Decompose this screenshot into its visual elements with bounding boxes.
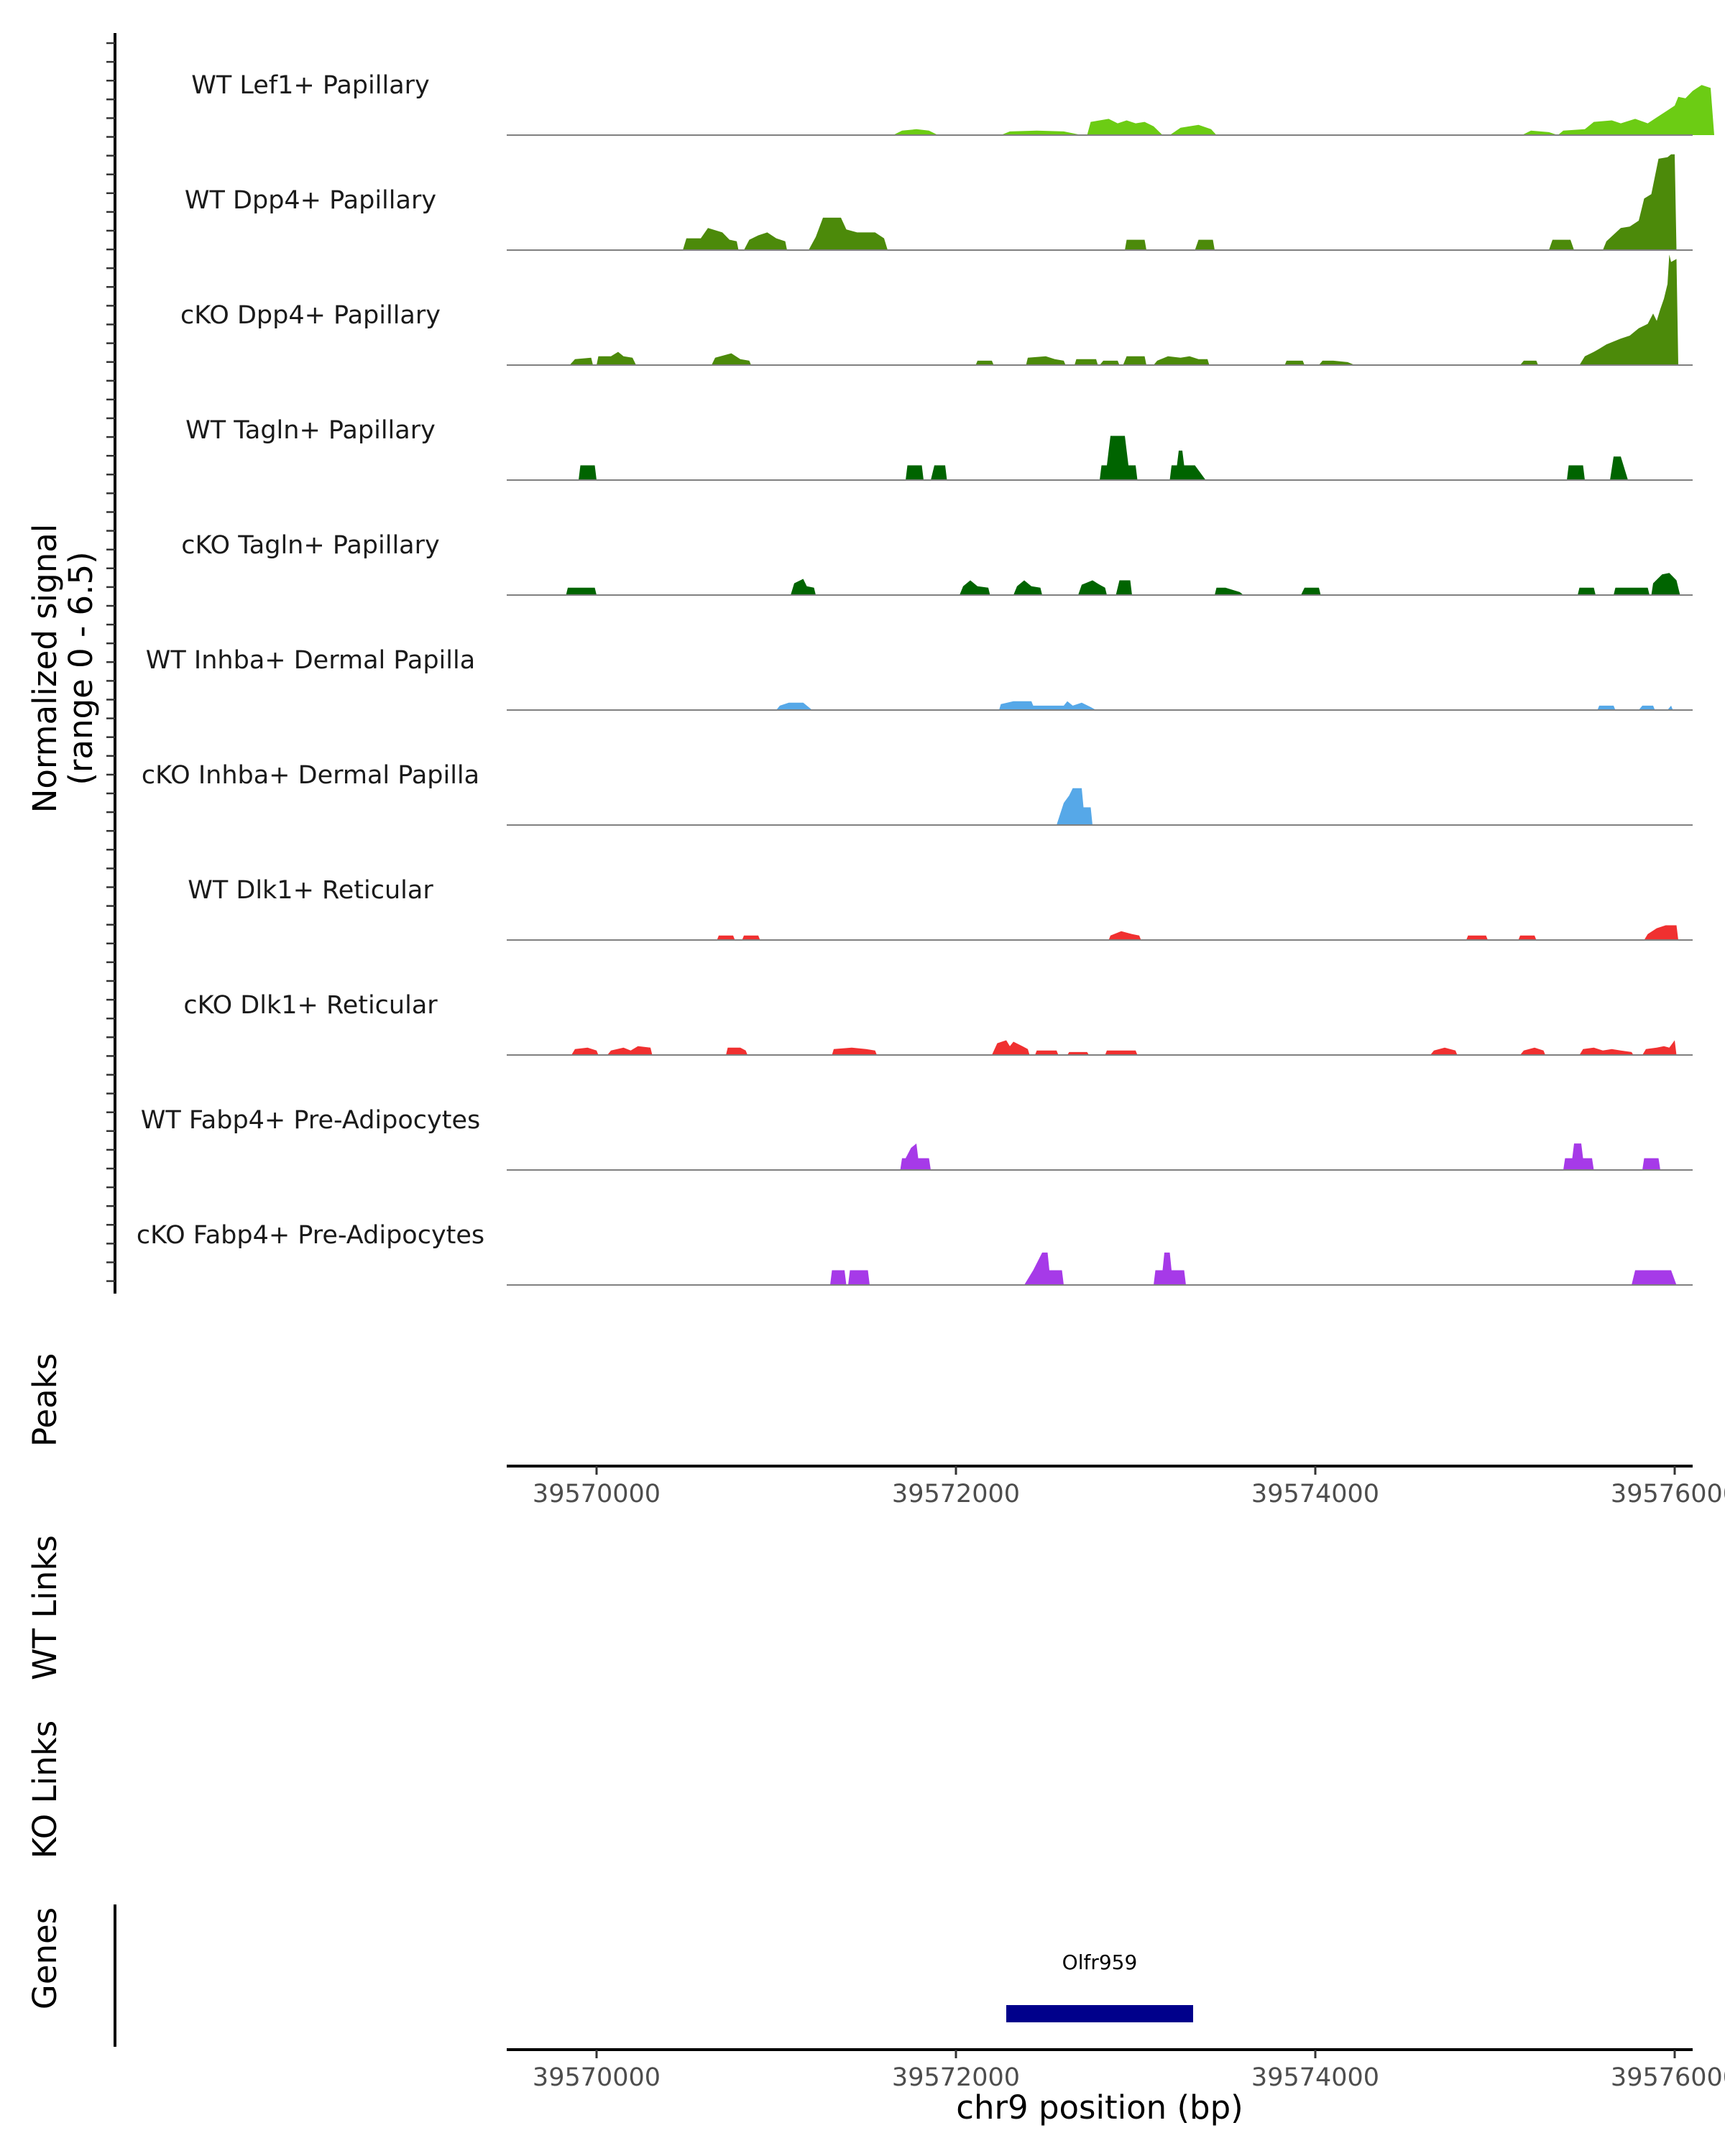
coverage-track: WT Dpp4+ Papillary	[185, 154, 1693, 251]
genes-x-axis: 39570000 39572000 39574000 39576000	[533, 2050, 1725, 2092]
coverage-area	[507, 154, 1677, 250]
coverage-track: WT Inhba+ Dermal Papilla	[146, 646, 1693, 711]
peaks-panel-title: Peaks	[26, 1353, 64, 1447]
x-tick-label: 39576000	[1611, 2063, 1725, 2092]
x-tick-label: 39574000	[1251, 1480, 1379, 1508]
y-axis-title: Normalized signal	[26, 524, 64, 814]
coverage-area	[507, 1143, 1660, 1170]
coverage-y-axis-ticks	[106, 42, 115, 1282]
coverage-area	[507, 573, 1680, 595]
coverage-track: cKO Fabp4+ Pre-Adipocytes	[137, 1221, 1693, 1286]
coverage-track: WT Tagln+ Papillary	[185, 416, 1693, 481]
coverage-panel: WT Lef1+ Papillary WT Dpp4+ Papillary cKO …	[106, 33, 1714, 1294]
coverage-track: cKO Tagln+ Papillary	[181, 531, 1693, 596]
y-axis-range: (range 0 - 6.5)	[62, 551, 100, 785]
ko-links-panel-title: KO Links	[26, 1720, 64, 1858]
genes-track: Olfr959	[1006, 1950, 1193, 2022]
track-label: WT Fabp4+ Pre-Adipocytes	[141, 1106, 480, 1135]
x-tick-label: 39570000	[533, 1480, 661, 1508]
coverage-area	[507, 925, 1678, 940]
coverage-track: cKO Dpp4+ Papillary	[180, 254, 1693, 366]
coverage-area	[507, 788, 1092, 825]
x-tick-label: 39572000	[892, 2063, 1020, 2092]
x-tick-label: 39574000	[1251, 2063, 1379, 2092]
x-tick-label: 39572000	[892, 1480, 1020, 1508]
track-label: WT Inhba+ Dermal Papilla	[146, 646, 475, 675]
track-label: cKO Tagln+ Papillary	[181, 531, 440, 560]
gene-body	[1006, 2005, 1193, 2022]
genes-panel-title: Genes	[26, 1907, 64, 2009]
coverage-area	[507, 436, 1628, 480]
x-tick-label: 39576000	[1611, 1480, 1725, 1508]
coverage-track: cKO Inhba+ Dermal Papilla	[142, 761, 1693, 826]
track-label: WT Tagln+ Papillary	[185, 416, 436, 445]
x-tick-label: 39570000	[533, 2063, 661, 2092]
coverage-track: cKO Dlk1+ Reticular	[183, 991, 1693, 1056]
coverage-track: WT Lef1+ Papillary	[191, 71, 1714, 136]
peaks-x-axis: 39570000 39572000 39574000 39576000	[533, 1466, 1725, 1508]
coverage-track: WT Fabp4+ Pre-Adipocytes	[141, 1106, 1693, 1171]
gene-label: Olfr959	[1062, 1950, 1138, 1974]
coverage-area	[507, 85, 1714, 135]
wt-links-panel-title: WT Links	[26, 1535, 64, 1680]
coverage-area	[507, 1252, 1677, 1285]
coverage-track: WT Dlk1+ Reticular	[188, 876, 1693, 941]
coverage-area	[507, 701, 1673, 710]
track-label: cKO Dpp4+ Papillary	[180, 301, 441, 330]
coverage-area	[507, 254, 1678, 365]
track-label: WT Dlk1+ Reticular	[188, 876, 433, 905]
coverage-area	[507, 1040, 1677, 1055]
track-label: cKO Fabp4+ Pre-Adipocytes	[137, 1221, 484, 1250]
coverage-tracks: WT Lef1+ Papillary WT Dpp4+ Papillary cKO …	[137, 71, 1714, 1286]
track-label: cKO Inhba+ Dermal Papilla	[142, 761, 479, 790]
track-label: WT Lef1+ Papillary	[191, 71, 430, 100]
track-label: cKO Dlk1+ Reticular	[183, 991, 438, 1020]
track-label: WT Dpp4+ Papillary	[185, 186, 436, 215]
x-axis-title: chr9 position (bp)	[956, 2088, 1243, 2127]
